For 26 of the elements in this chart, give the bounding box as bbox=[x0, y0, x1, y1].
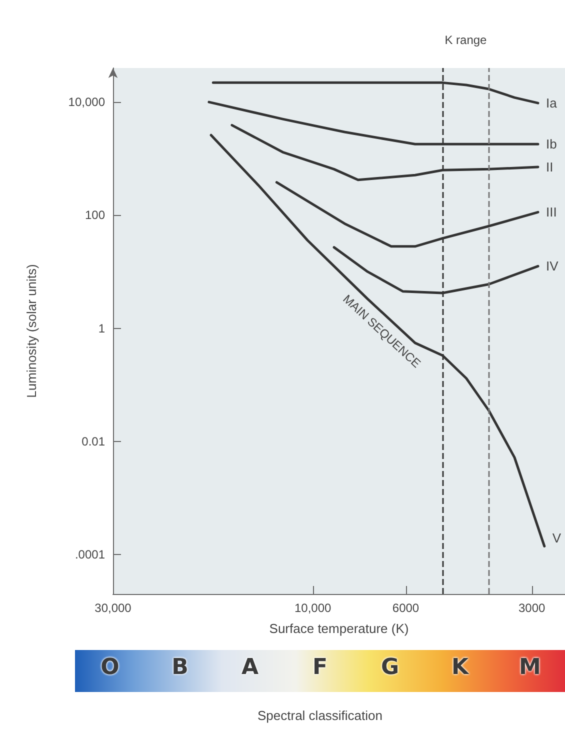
series-label: Ia bbox=[546, 96, 558, 111]
y-tick-label: 10,000 bbox=[68, 95, 106, 110]
x-tick-label: 30,000 bbox=[94, 601, 132, 615]
text: B bbox=[170, 655, 190, 680]
text: M bbox=[518, 655, 542, 680]
y-axis-title: Luminosity (solar units) bbox=[24, 264, 39, 398]
text: O bbox=[100, 655, 120, 680]
text: F bbox=[311, 655, 329, 680]
text: K bbox=[450, 655, 470, 680]
x-tick-label: 10,000 bbox=[294, 601, 332, 615]
text: G bbox=[380, 655, 400, 680]
series-label: II bbox=[546, 160, 554, 175]
series-label: IV bbox=[546, 258, 559, 274]
y-tick-label: .0001 bbox=[74, 547, 106, 562]
series-label: V bbox=[552, 530, 562, 546]
x-axis-title: Surface temperature (K) bbox=[269, 621, 409, 636]
series-label: III bbox=[546, 204, 557, 220]
text: Spectral classification bbox=[256, 708, 384, 723]
y-tick-label: 0.01 bbox=[82, 434, 106, 448]
x-tick-label: 6000 bbox=[392, 601, 420, 615]
text: K range bbox=[444, 33, 488, 47]
y-tick-label: 1 bbox=[98, 321, 106, 336]
text: A bbox=[240, 655, 260, 680]
series-label: Ib bbox=[546, 136, 557, 152]
x-tick-label: 3000 bbox=[518, 601, 546, 615]
y-tick-label: 100 bbox=[84, 208, 106, 222]
